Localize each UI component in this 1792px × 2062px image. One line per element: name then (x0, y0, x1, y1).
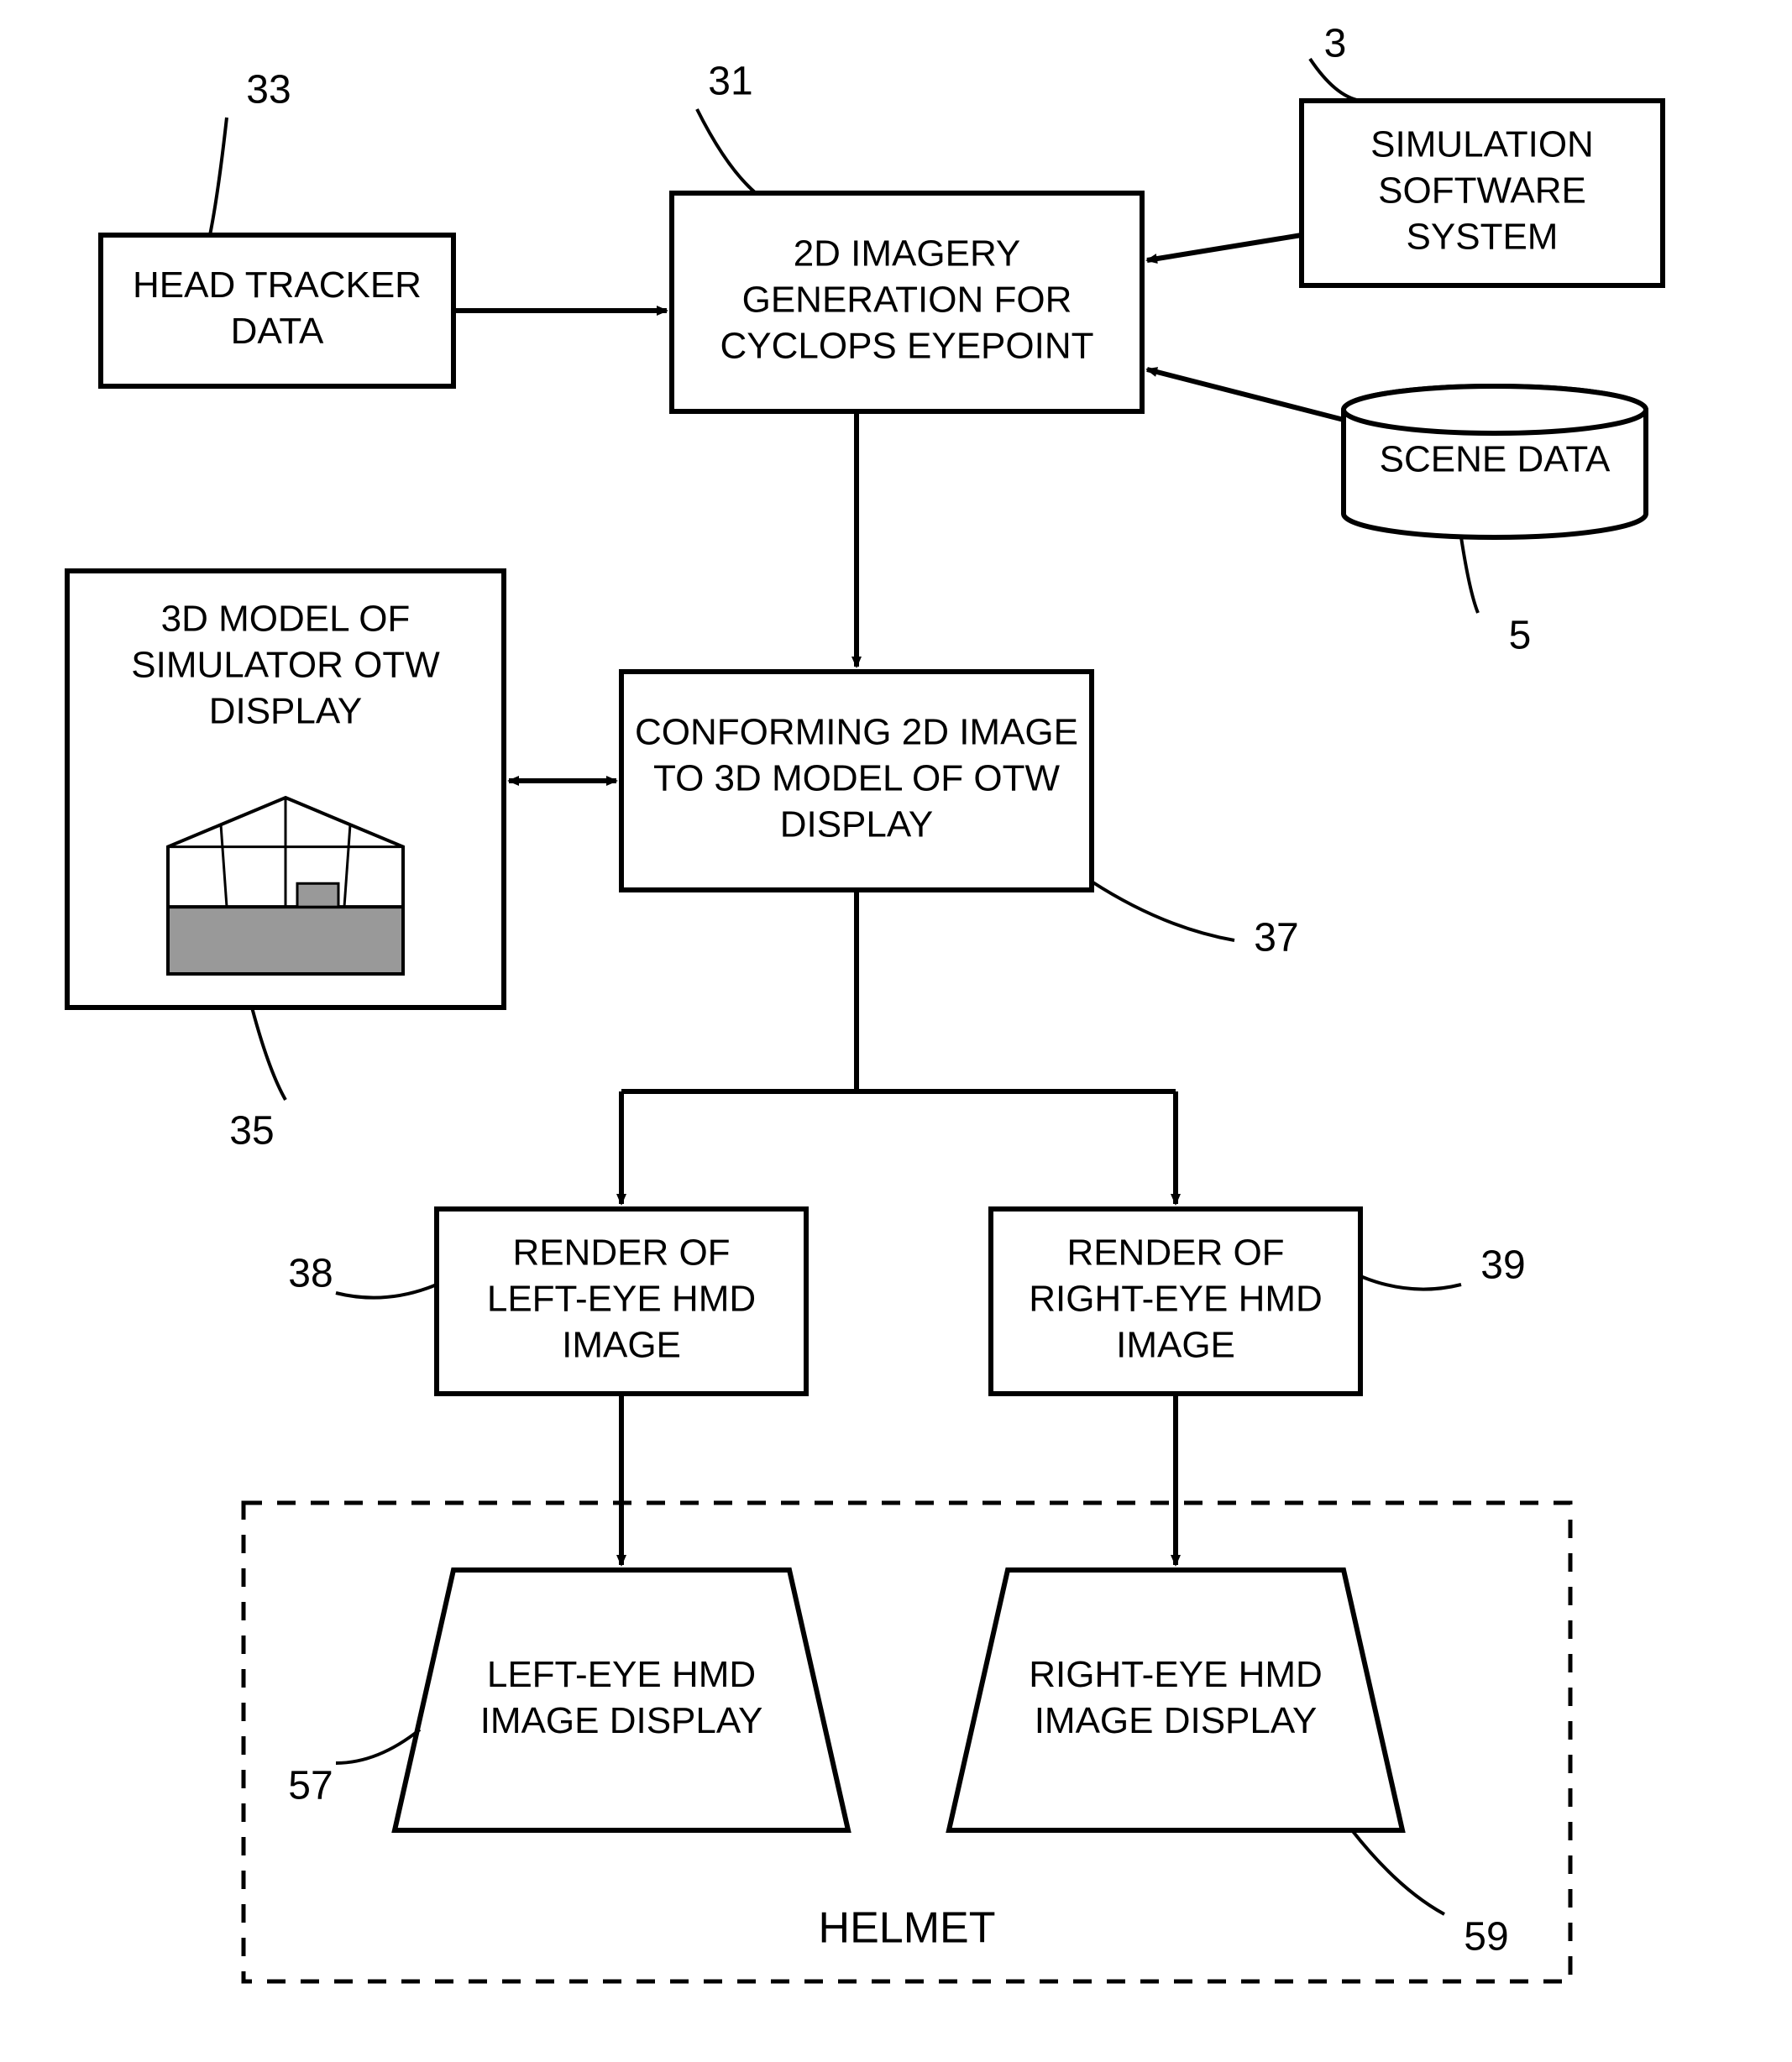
node-3: SIMULATION SOFTWARE SYSTEM (1302, 101, 1663, 285)
edge (1147, 369, 1344, 420)
leader-38 (336, 1285, 437, 1298)
node-31-line1: GENERATION FOR (742, 280, 1072, 321)
node-5-line0: SCENE DATA (1380, 439, 1611, 480)
leader-39 (1360, 1276, 1461, 1290)
node-57-line0: LEFT-EYE HMD (487, 1654, 756, 1695)
ref-label-59: 59 (1464, 1915, 1508, 1960)
node-33-line0: HEAD TRACKER (133, 264, 422, 306)
node-37-line0: CONFORMING 2D IMAGE (635, 712, 1078, 753)
node-57-line1: IMAGE DISPLAY (480, 1700, 763, 1741)
node-37-line1: TO 3D MODEL OF OTW (653, 758, 1060, 799)
node-38-line0: RENDER OF (512, 1232, 730, 1274)
node-38-line1: LEFT-EYE HMD (487, 1279, 756, 1320)
node-59-line1: IMAGE DISPLAY (1035, 1700, 1318, 1741)
leader-37 (1092, 882, 1234, 940)
ref-label-38: 38 (288, 1252, 333, 1296)
node-38-line2: IMAGE (562, 1325, 681, 1366)
ref-label-37: 37 (1254, 916, 1298, 960)
node-33: HEAD TRACKER DATA (101, 235, 453, 386)
ref-label-35: 35 (229, 1109, 274, 1154)
leader-33 (210, 118, 227, 235)
node-31: 2D IMAGERY GENERATION FOR CYCLOPS EYEPOINT (672, 193, 1142, 411)
node-57: LEFT-EYE HMD IMAGE DISPLAY (395, 1570, 848, 1830)
node-39-line1: RIGHT-EYE HMD (1029, 1279, 1323, 1320)
leader-57 (336, 1730, 420, 1763)
ref-label-5: 5 (1509, 614, 1532, 658)
node-31-line2: CYCLOPS EYEPOINT (720, 326, 1093, 367)
ref-label-31: 31 (708, 60, 752, 104)
helmet-label: HELMET (819, 1904, 996, 1953)
ref-label-39: 39 (1480, 1243, 1525, 1288)
node-35-line1: SIMULATOR OTW (131, 645, 440, 686)
leader-31 (697, 109, 756, 193)
node-35-line2: DISPLAY (209, 691, 363, 732)
node-59: RIGHT-EYE HMD IMAGE DISPLAY (949, 1570, 1402, 1830)
node-35-line0: 3D MODEL OF (161, 599, 411, 640)
node-59-line0: RIGHT-EYE HMD (1029, 1654, 1323, 1695)
leader-5 (1461, 537, 1478, 613)
ref-label-57: 57 (288, 1764, 333, 1808)
node-37: CONFORMING 2D IMAGE TO 3D MODEL OF OTW DIS… (621, 672, 1092, 890)
ref-label-33: 33 (246, 68, 291, 113)
node-37-line2: DISPLAY (780, 804, 934, 845)
node-33-line1: DATA (231, 311, 324, 352)
node-3-line2: SYSTEM (1407, 217, 1559, 258)
leader-59 (1352, 1830, 1444, 1914)
edge (1147, 235, 1302, 260)
node-38: RENDER OF LEFT-EYE HMD IMAGE (437, 1209, 806, 1394)
node-3-line0: SIMULATION (1370, 124, 1594, 165)
node-39-line0: RENDER OF (1066, 1232, 1284, 1274)
node-39: RENDER OF RIGHT-EYE HMD IMAGE (991, 1209, 1360, 1394)
node-31-line0: 2D IMAGERY (794, 233, 1021, 275)
leader-35 (252, 1007, 286, 1100)
node-5: SCENE DATA (1344, 386, 1646, 537)
ref-label-3: 3 (1324, 22, 1347, 66)
node-3-line1: SOFTWARE (1378, 170, 1586, 212)
node-39-line2: IMAGE (1116, 1325, 1235, 1366)
